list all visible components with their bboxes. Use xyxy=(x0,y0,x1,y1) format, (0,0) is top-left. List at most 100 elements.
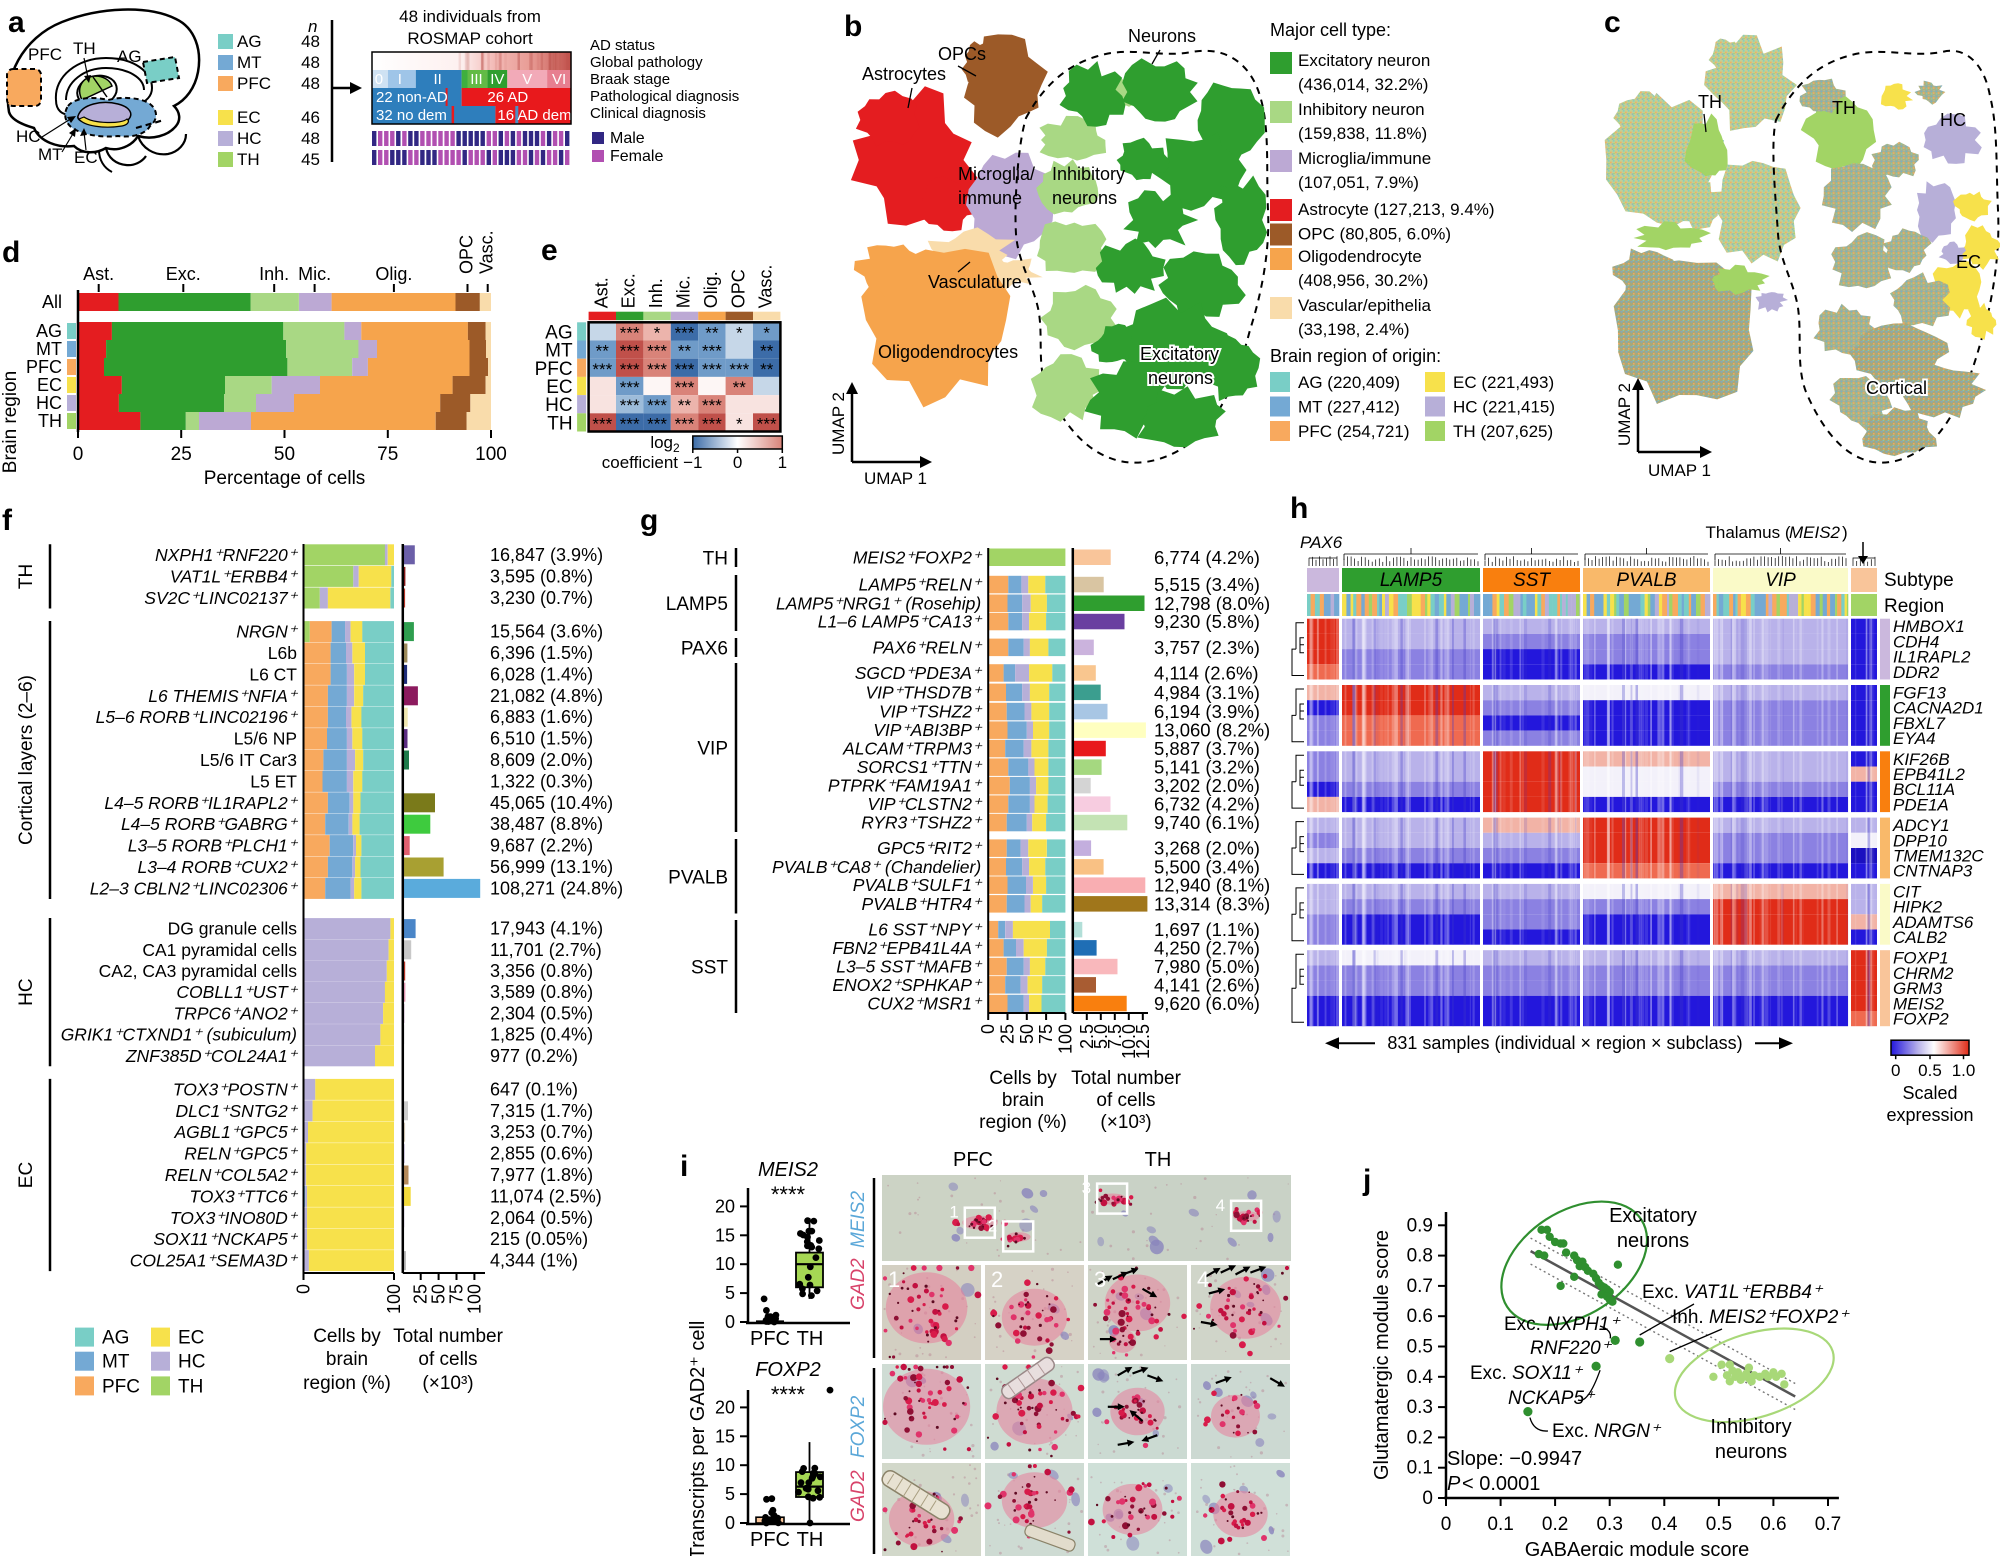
svg-text:13,060 (8.2%): 13,060 (8.2%) xyxy=(1154,720,1270,741)
svg-text:LAMP5: LAMP5 xyxy=(1380,570,1443,591)
svg-text:5: 5 xyxy=(725,1484,735,1504)
svg-text:TH: TH xyxy=(16,564,37,589)
svg-text:CA1 pyramidal cells: CA1 pyramidal cells xyxy=(142,940,297,960)
svg-text:L6b: L6b xyxy=(268,643,297,663)
svg-text:Mic.: Mic. xyxy=(674,275,694,308)
svg-text:HC: HC xyxy=(16,978,37,1005)
svg-text:2,855 (0.6%): 2,855 (0.6%) xyxy=(490,1144,593,1164)
svg-text:2,064 (0.5%): 2,064 (0.5%) xyxy=(490,1208,593,1228)
svg-text:50: 50 xyxy=(429,1284,449,1304)
svg-text:12.5: 12.5 xyxy=(1133,1024,1153,1059)
svg-text:Percentage of cells: Percentage of cells xyxy=(204,468,366,489)
svg-text:Female: Female xyxy=(610,148,663,165)
svg-text:ADAMTS6: ADAMTS6 xyxy=(1892,913,1974,932)
svg-text:SGCD⁺PDE3A⁺: SGCD⁺PDE3A⁺ xyxy=(855,663,983,683)
svg-text:1: 1 xyxy=(888,1267,900,1292)
svg-text:(107,051, 7.9%): (107,051, 7.9%) xyxy=(1298,173,1419,192)
svg-text:215 (0.05%): 215 (0.05%) xyxy=(490,1229,588,1249)
svg-text:AG (220,409): AG (220,409) xyxy=(1298,373,1400,392)
svg-text:0.6: 0.6 xyxy=(1407,1306,1433,1327)
svg-text:2.5: 2.5 xyxy=(1077,1024,1097,1049)
svg-text:0.3: 0.3 xyxy=(1407,1397,1433,1418)
svg-text:EC: EC xyxy=(37,375,62,395)
svg-text:75: 75 xyxy=(377,444,398,465)
svg-text:Inh.: Inh. xyxy=(1672,1307,1704,1328)
svg-text:DLC1⁺SNTG2⁺: DLC1⁺SNTG2⁺ xyxy=(175,1101,298,1121)
svg-text:L1–6 LAMP5⁺CA13⁺: L1–6 LAMP5⁺CA13⁺ xyxy=(818,612,983,632)
svg-text:48: 48 xyxy=(301,32,320,51)
svg-text:L2–3 CBLN2⁺LINC02306⁺: L2–3 CBLN2⁺LINC02306⁺ xyxy=(90,878,299,898)
svg-text:****: **** xyxy=(771,1382,806,1407)
svg-text:TMEM132C: TMEM132C xyxy=(1893,847,1984,866)
svg-text:20: 20 xyxy=(715,1397,735,1417)
svg-text:n: n xyxy=(308,17,317,36)
svg-text:PFC: PFC xyxy=(535,359,573,380)
svg-text:0: 0 xyxy=(733,453,742,472)
svg-text:PFC: PFC xyxy=(102,1376,140,1397)
svg-text:HC: HC xyxy=(16,127,41,146)
svg-text:region (%): region (%) xyxy=(303,1373,391,1394)
svg-text:0.9: 0.9 xyxy=(1407,1215,1433,1236)
svg-text:GPC5⁺RIT2⁺: GPC5⁺RIT2⁺ xyxy=(877,838,983,858)
svg-text:Inhibitory neuron: Inhibitory neuron xyxy=(1298,100,1425,119)
svg-text:2: 2 xyxy=(991,1267,1003,1292)
svg-text:FOXP2: FOXP2 xyxy=(755,1359,821,1381)
svg-text:Astrocyte (127,213, 9.4%): Astrocyte (127,213, 9.4%) xyxy=(1298,200,1495,219)
svg-text:Vascular/epithelia: Vascular/epithelia xyxy=(1298,296,1431,315)
svg-text:6,732 (4.2%): 6,732 (4.2%) xyxy=(1154,794,1260,815)
svg-text:HIPK2: HIPK2 xyxy=(1893,898,1943,917)
svg-text:Vasculature: Vasculature xyxy=(928,272,1022,292)
svg-text:b: b xyxy=(844,10,862,43)
svg-text:0.2: 0.2 xyxy=(1407,1427,1433,1448)
svg-text:neurons: neurons xyxy=(1715,1441,1787,1463)
svg-text:KIF26B: KIF26B xyxy=(1893,750,1950,769)
svg-text:22 non-AD: 22 non-AD xyxy=(376,89,448,106)
svg-text:(408,956, 30.2%): (408,956, 30.2%) xyxy=(1298,271,1428,290)
svg-text:48: 48 xyxy=(301,53,320,72)
svg-text:Slope: −0.9947: Slope: −0.9947 xyxy=(1447,1448,1582,1470)
svg-text:IV: IV xyxy=(490,71,504,88)
svg-text:12,798 (8.0%): 12,798 (8.0%) xyxy=(1154,593,1270,614)
svg-text:0.6: 0.6 xyxy=(1760,1514,1786,1535)
svg-text:5,887 (3.7%): 5,887 (3.7%) xyxy=(1154,738,1260,759)
svg-text:7,315 (1.7%): 7,315 (1.7%) xyxy=(490,1101,593,1121)
svg-text:***: *** xyxy=(620,360,640,379)
svg-text:Inh.: Inh. xyxy=(646,278,666,308)
svg-text:***: *** xyxy=(620,323,640,342)
svg-text:100: 100 xyxy=(1055,1024,1075,1054)
svg-text:0.4: 0.4 xyxy=(1407,1367,1434,1388)
svg-text:h: h xyxy=(1290,492,1308,525)
svg-text:50: 50 xyxy=(274,444,295,465)
svg-text:UMAP 2: UMAP 2 xyxy=(1615,383,1634,446)
svg-text:(159,838, 11.8%): (159,838, 11.8%) xyxy=(1298,124,1427,143)
svg-text:RELN⁺GPC5⁺: RELN⁺GPC5⁺ xyxy=(184,1144,299,1164)
svg-text:2,304 (0.5%): 2,304 (0.5%) xyxy=(490,1003,593,1023)
svg-text:***: *** xyxy=(620,414,640,433)
svg-text:0.4: 0.4 xyxy=(1651,1514,1678,1535)
svg-text:a: a xyxy=(8,6,25,39)
svg-text:Total number: Total number xyxy=(1071,1068,1182,1089)
svg-text:OPC: OPC xyxy=(728,269,748,308)
svg-text:L5/6 NP: L5/6 NP xyxy=(234,729,297,749)
svg-text:EC: EC xyxy=(1956,252,1981,272)
svg-text:Brain region of origin:: Brain region of origin: xyxy=(1270,346,1441,366)
svg-text:MT: MT xyxy=(102,1352,130,1373)
svg-text:SOX11⁺NCKAP5⁺: SOX11⁺NCKAP5⁺ xyxy=(153,1229,298,1249)
svg-text:Excitatory: Excitatory xyxy=(1609,1205,1697,1227)
svg-text:6,028 (1.4%): 6,028 (1.4%) xyxy=(490,664,593,684)
svg-text:Oligodendrocyte: Oligodendrocyte xyxy=(1298,247,1422,266)
svg-text:10.0: 10.0 xyxy=(1119,1024,1139,1059)
svg-text:neurons: neurons xyxy=(1617,1230,1689,1252)
svg-text:26 AD: 26 AD xyxy=(487,89,528,106)
svg-text:COBLL1⁺UST⁺: COBLL1⁺UST⁺ xyxy=(176,982,298,1002)
svg-text:45: 45 xyxy=(301,150,320,169)
svg-text:MT: MT xyxy=(545,341,573,362)
svg-text:5.0: 5.0 xyxy=(1091,1024,1111,1049)
svg-text:RELN⁺COL5A2⁺: RELN⁺COL5A2⁺ xyxy=(165,1165,299,1185)
svg-text:CACNA2D1: CACNA2D1 xyxy=(1893,699,1984,718)
svg-text:***: *** xyxy=(592,414,612,433)
svg-text:3,230 (0.7%): 3,230 (0.7%) xyxy=(490,588,593,608)
svg-text:9,230 (5.8%): 9,230 (5.8%) xyxy=(1154,611,1260,632)
svg-text:region (%): region (%) xyxy=(979,1112,1067,1133)
svg-text:***: *** xyxy=(592,360,612,379)
